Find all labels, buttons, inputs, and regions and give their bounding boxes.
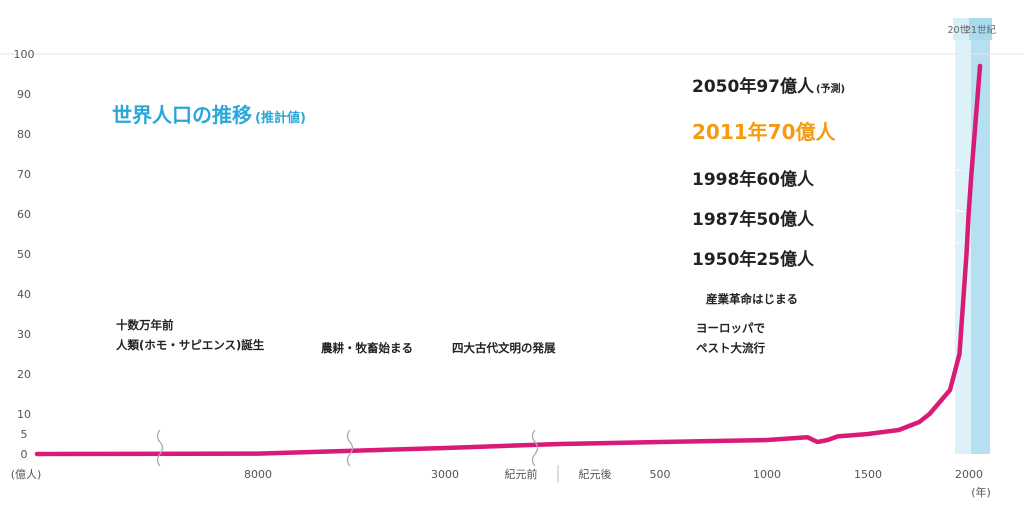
annotation-label: 1998年60億人 xyxy=(692,169,815,190)
y-tick-label: 100 xyxy=(14,48,35,61)
pointer-wedge xyxy=(4,326,211,456)
population-line xyxy=(34,63,983,457)
annotation-box xyxy=(110,313,300,357)
annotation-label: 1987年50億人 xyxy=(692,209,815,230)
annotation-label: 四大古代文明の発展 xyxy=(452,341,556,355)
era-label: 21世紀 xyxy=(965,24,997,36)
y-tick-label: 60 xyxy=(17,208,31,221)
x-tick-label: 3000 xyxy=(431,468,459,481)
x-tick-label: 1500 xyxy=(854,468,882,481)
annotation-label: 人類(ホモ・サピエンス)誕生 xyxy=(116,338,265,352)
pointer-wedge xyxy=(480,344,524,444)
annotation-box xyxy=(315,335,435,361)
annotation-box xyxy=(686,240,836,278)
x-tick-label: 1000 xyxy=(753,468,781,481)
pointer-wedge xyxy=(296,341,383,447)
annotation-label: 2011年70億人 xyxy=(692,120,836,144)
y-tick-label: 10 xyxy=(17,408,31,421)
annotation-box xyxy=(686,110,864,154)
y-tick-label: 40 xyxy=(17,288,31,301)
x-tick-label: 紀元後 xyxy=(579,467,612,481)
y-tick-label: 5 xyxy=(21,428,28,441)
x-tick-label: 500 xyxy=(650,468,671,481)
annotation-label: 1950年25億人 xyxy=(692,249,815,270)
annotation-box xyxy=(446,335,582,361)
y-tick-label: 50 xyxy=(17,248,31,261)
y-tick-label: 0 xyxy=(21,448,28,461)
x-axis-unit: (年) xyxy=(971,485,991,499)
annotation-suffix: (予測) xyxy=(816,82,845,95)
annotation-label: 2050年97億人 (予測) xyxy=(692,76,845,97)
y-tick-label: 20 xyxy=(17,368,31,381)
era-tag xyxy=(953,18,973,40)
axis-break-icon xyxy=(346,429,354,467)
y-tick-label: 30 xyxy=(17,328,31,341)
annotation-box xyxy=(686,160,836,198)
annotation-box xyxy=(686,200,836,238)
y-axis-title: (億人) xyxy=(11,468,42,481)
x-tick-label: 2000 xyxy=(955,468,983,481)
pointer-wedge xyxy=(754,290,920,419)
annotation-box xyxy=(686,66,864,106)
annotation-box xyxy=(700,286,822,310)
annotation-label: ヨーロッパで xyxy=(696,321,765,335)
axis-break-icon xyxy=(156,429,164,467)
axis-break-icon xyxy=(531,429,539,467)
x-tick-label: 8000 xyxy=(244,468,272,481)
chart-title-suffix: (推計値) xyxy=(255,110,306,126)
annotation-label: 十数万年前 xyxy=(116,318,174,332)
x-tick-label: 紀元前 xyxy=(505,467,538,481)
annotation-label: 産業革命はじまる xyxy=(706,292,798,306)
annotation-label: 農耕・牧畜始まる xyxy=(321,341,413,355)
annotation-box xyxy=(690,316,786,360)
era-tag xyxy=(969,18,992,40)
annotation-label: ペスト大流行 xyxy=(696,341,765,355)
y-tick-label: 90 xyxy=(17,88,31,101)
y-tick-label: 70 xyxy=(17,168,31,181)
y-tick-label: 80 xyxy=(17,128,31,141)
